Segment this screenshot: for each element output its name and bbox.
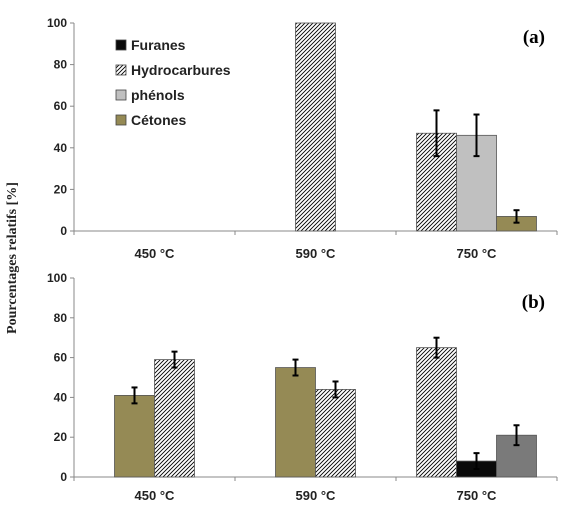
y-tick-label: 0 [60,470,67,484]
y-tick-label: 0 [60,224,67,238]
x-tick-label: 750 °C [457,246,498,261]
bar-cetones [275,367,316,478]
y-tick-label: 100 [47,271,67,285]
x-tick-label: 590 °C [296,246,337,261]
y-tick-label: 20 [54,430,68,444]
y-tick-label: 60 [54,351,68,365]
bar-hydrocarbures [154,359,195,478]
y-tick-label: 40 [54,390,68,404]
x-tick-label: 590 °C [296,488,337,503]
y-tick-label: 80 [54,311,68,325]
bar-hydrocarbures [416,347,457,478]
legend-label-cetones: Cétones [131,112,186,128]
panel-1: 0 20 40 60 80 100 450 °C 590 °C 750 °C (b) [47,271,558,503]
y-tick-label: 20 [54,182,68,196]
x-tick-label: 450 °C [135,246,176,261]
y-tick-label: 60 [54,99,68,113]
legend-swatch-phenols [115,89,127,101]
bar-cetones [114,395,155,478]
y-tick-label: 40 [54,141,68,155]
legend-swatch-cetones [115,114,127,126]
y-tick-label: 100 [47,16,67,30]
y-axis-label: Pourcentages relatifs [%] [5,182,20,334]
legend-label-furanes: Furanes [131,37,186,53]
legend-label-phenols: phénols [131,87,185,103]
panel-label: (b) [522,292,545,313]
panel-label: (a) [523,27,545,48]
bar-hydrocarbures [315,389,356,478]
panel-0: 0 20 40 60 80 100 450 °C 590 °C 750 °C (a) [47,16,558,261]
y-tick-label: 80 [54,58,68,72]
legend-swatch-furanes [115,39,127,51]
legend-label-hydrocarbures: Hydrocarbures [131,62,231,78]
legend-swatch-hydrocarbures [115,64,127,76]
x-tick-label: 450 °C [135,488,176,503]
bar-hydrocarbures [295,22,336,232]
legend: Furanes Hydrocarbures phénols Cétones [115,37,231,128]
x-tick-label: 750 °C [457,488,498,503]
